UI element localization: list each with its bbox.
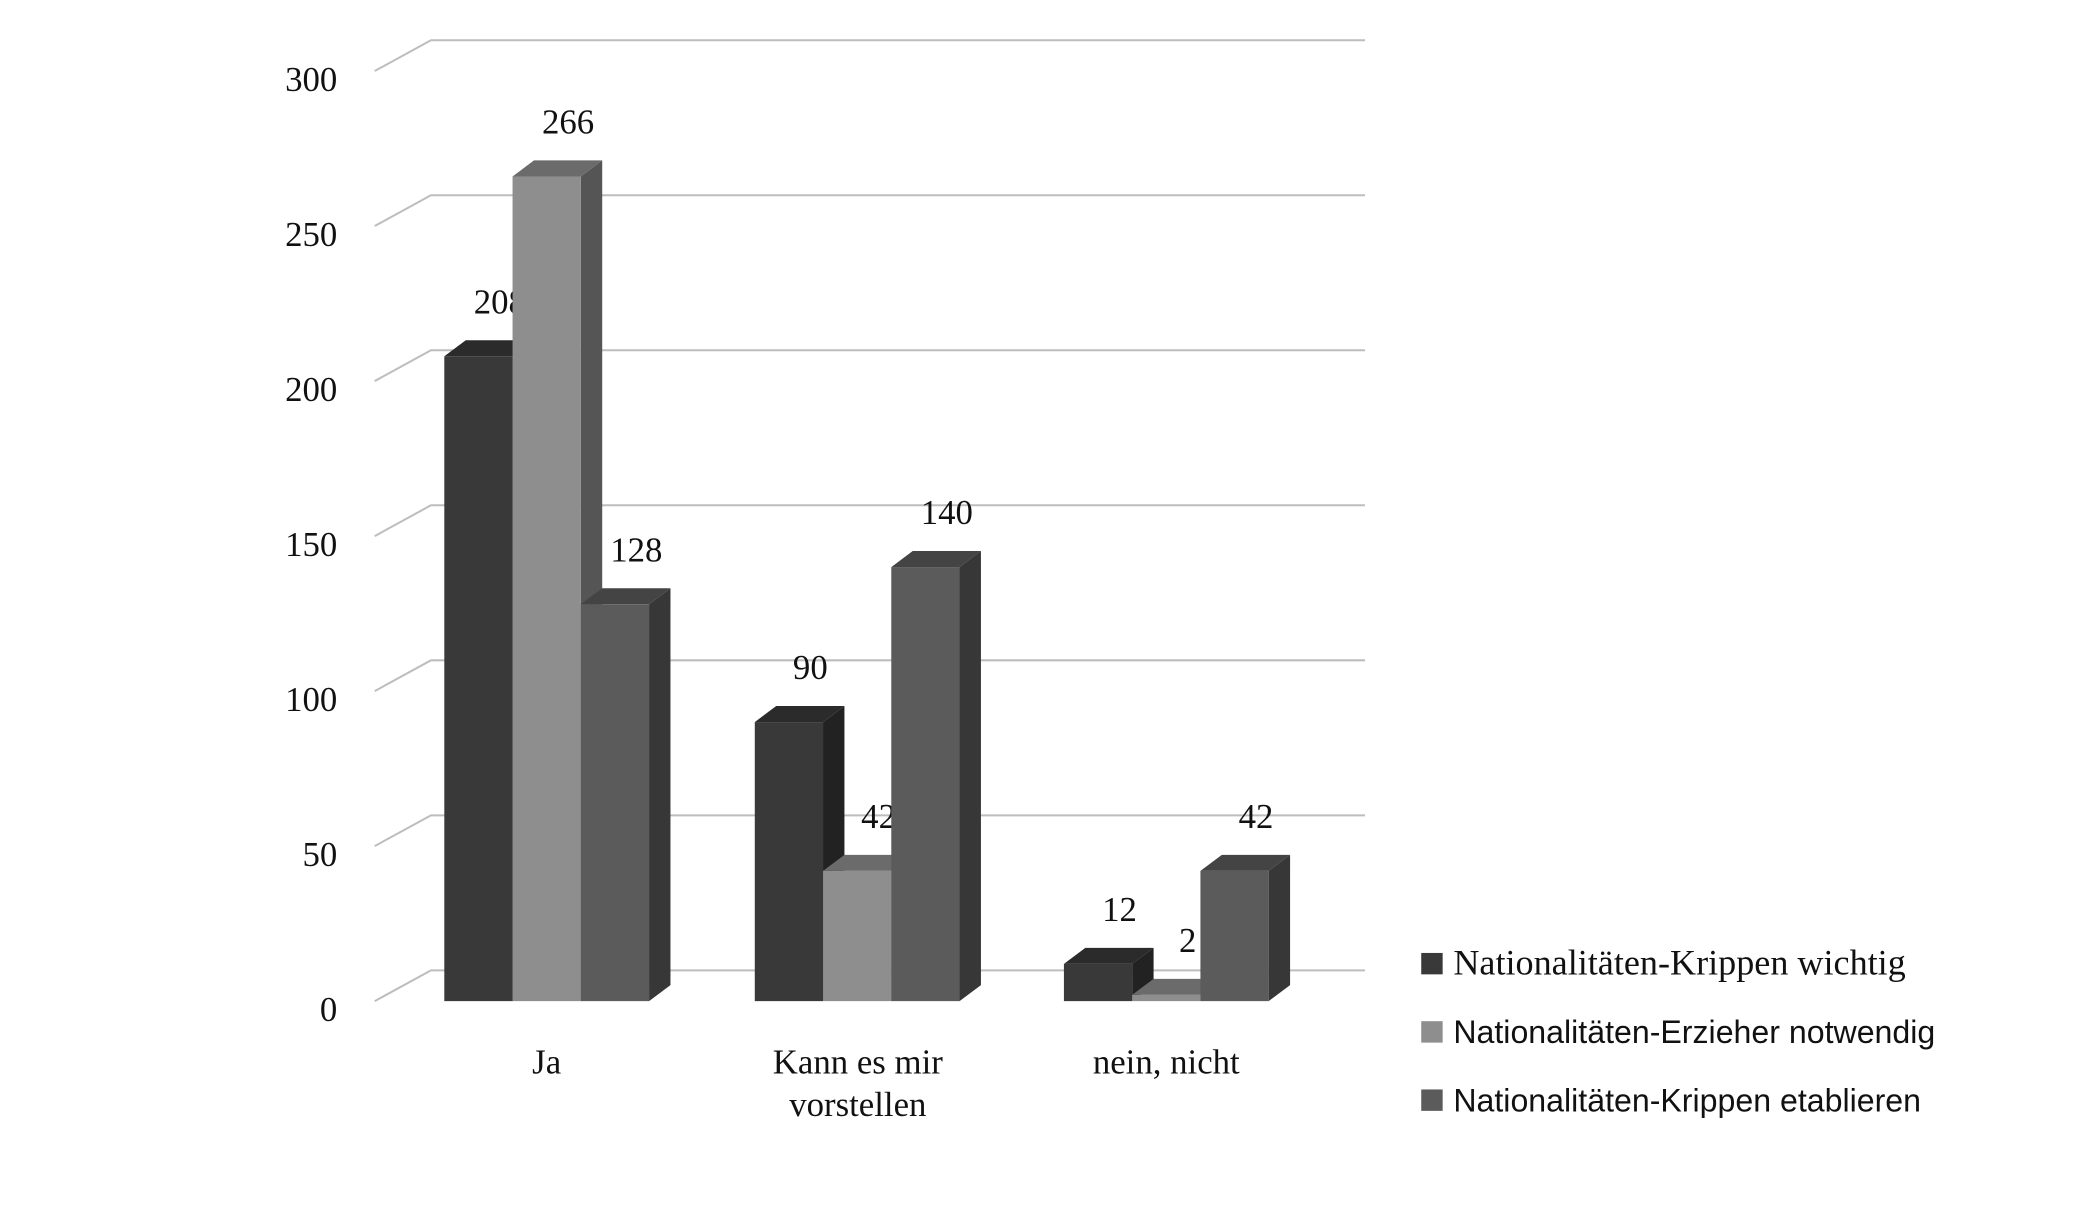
bar <box>891 567 960 1002</box>
bar-top <box>512 160 603 177</box>
value-label: 128 <box>610 530 662 569</box>
grid-line <box>374 39 1366 72</box>
y-tick-label: 150 <box>285 525 337 564</box>
grid-line <box>374 349 1366 382</box>
value-label: 90 <box>793 648 828 687</box>
bar-top <box>1063 947 1154 964</box>
bar-top <box>823 854 913 871</box>
value-label: 140 <box>921 493 973 532</box>
bar <box>1063 963 1133 1002</box>
bar-top <box>891 551 981 568</box>
bar <box>823 870 892 1002</box>
grid-line <box>374 194 1366 227</box>
value-label: 12 <box>1102 890 1137 929</box>
y-tick-label: 300 <box>285 60 337 99</box>
value-label: 266 <box>542 103 594 142</box>
bar-top <box>1200 854 1291 871</box>
x-tick-label: Kann es mir vorstellen <box>772 1042 943 1125</box>
legend-swatch <box>1421 952 1443 975</box>
bar-side <box>649 588 671 1002</box>
bar <box>512 176 581 1002</box>
category-label-box: Ja <box>532 1042 562 1082</box>
y-tick-label: 200 <box>285 370 337 409</box>
legend-label: Nationalitäten-Krippen etablieren <box>1453 1082 1921 1118</box>
value-label: 2 <box>1179 921 1196 960</box>
bar <box>1200 870 1269 1002</box>
grid-line <box>374 969 1366 1003</box>
category-label-box: Kann es mir vorstellen <box>772 1042 943 1125</box>
grid-line <box>374 659 1366 692</box>
grid-line <box>374 504 1366 537</box>
legend-label: Nationalitäten-Erzieher notwendig <box>1453 1014 1935 1050</box>
legend-swatch <box>1421 1089 1443 1111</box>
bar-top <box>754 706 845 723</box>
x-tick-label: nein, nicht <box>1092 1042 1240 1082</box>
y-tick-label: 100 <box>285 680 337 719</box>
y-tick-label: 250 <box>285 215 337 254</box>
bar-top <box>1132 978 1222 995</box>
bar <box>444 356 513 1002</box>
x-tick-label: Ja <box>532 1042 562 1082</box>
grid-line <box>374 814 1366 847</box>
category-label-box: nein, nicht <box>1092 1042 1240 1082</box>
legend-swatch <box>1421 1021 1443 1043</box>
y-tick-label: 0 <box>320 990 337 1029</box>
bar <box>754 722 824 1002</box>
bar <box>1132 994 1201 1002</box>
bar-top <box>444 340 534 357</box>
bar-side <box>1268 854 1291 1002</box>
bar-side <box>959 551 981 1002</box>
y-tick-label: 50 <box>302 835 337 874</box>
bar <box>580 604 650 1002</box>
value-label: 42 <box>861 797 896 836</box>
bar-top <box>580 588 671 605</box>
value-label: 42 <box>1239 797 1274 836</box>
legend-label: Nationalitäten-Krippen wichtig <box>1453 943 1905 983</box>
